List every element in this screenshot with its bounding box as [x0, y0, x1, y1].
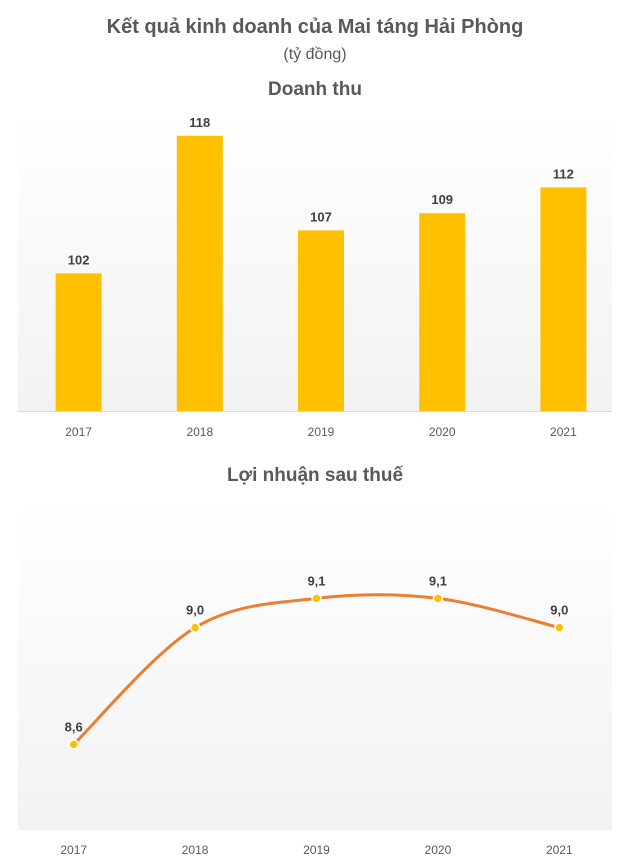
profit-x-tick: 2021: [546, 843, 573, 857]
unit-subtitle: (tỷ đồng): [283, 46, 347, 63]
profit-point-2018: [189, 622, 201, 633]
profit-x-tick: 2020: [425, 843, 452, 857]
revenue-bar-2020: [419, 213, 466, 411]
profit-value-label: 9,0: [186, 603, 204, 618]
profit-series-line: [72, 593, 561, 746]
profit-value-label: 9,1: [307, 573, 325, 588]
revenue-value-label: 112: [553, 166, 574, 181]
revenue-x-tick: 2017: [65, 425, 92, 439]
profit-point-2019: [311, 593, 322, 604]
revenue-value-label: 109: [431, 192, 453, 207]
revenue-chart-title: Doanh thu: [268, 79, 362, 100]
main-title: Kết quả kinh doanh của Mai táng Hải Phòn…: [106, 16, 524, 38]
profit-point-2020: [432, 593, 444, 604]
profit-point-2021: [554, 622, 565, 633]
profit-x-tick: 2017: [60, 843, 87, 857]
profit-value-label: 8,6: [65, 719, 83, 734]
revenue-value-label: 107: [310, 209, 332, 224]
revenue-x-tick: 2021: [550, 425, 577, 439]
revenue-bar-2019: [298, 230, 344, 411]
profit-value-label: 9,0: [550, 603, 568, 618]
profit-value-label: 9,1: [429, 573, 447, 588]
revenue-x-tick: 2018: [186, 425, 213, 439]
profit-chart-title: Lợi nhuận sau thuế: [226, 465, 404, 486]
profit-point-2017: [68, 739, 79, 750]
profit-x-tick: 2019: [303, 843, 330, 857]
revenue-bar-2018: [176, 135, 223, 412]
revenue-value-label: 102: [68, 252, 90, 267]
revenue-bar-2021: [540, 187, 587, 411]
revenue-bar-chart: 102 2017 118 2018 107 2019 109 2020 112 2021: [18, 115, 612, 439]
revenue-value-label: 118: [189, 115, 210, 130]
revenue-bar-2017: [55, 273, 102, 411]
profit-plot-area: [18, 500, 612, 830]
revenue-x-tick: 2019: [308, 425, 335, 439]
revenue-x-tick: 2020: [429, 425, 456, 439]
profit-x-tick: 2018: [182, 843, 209, 857]
